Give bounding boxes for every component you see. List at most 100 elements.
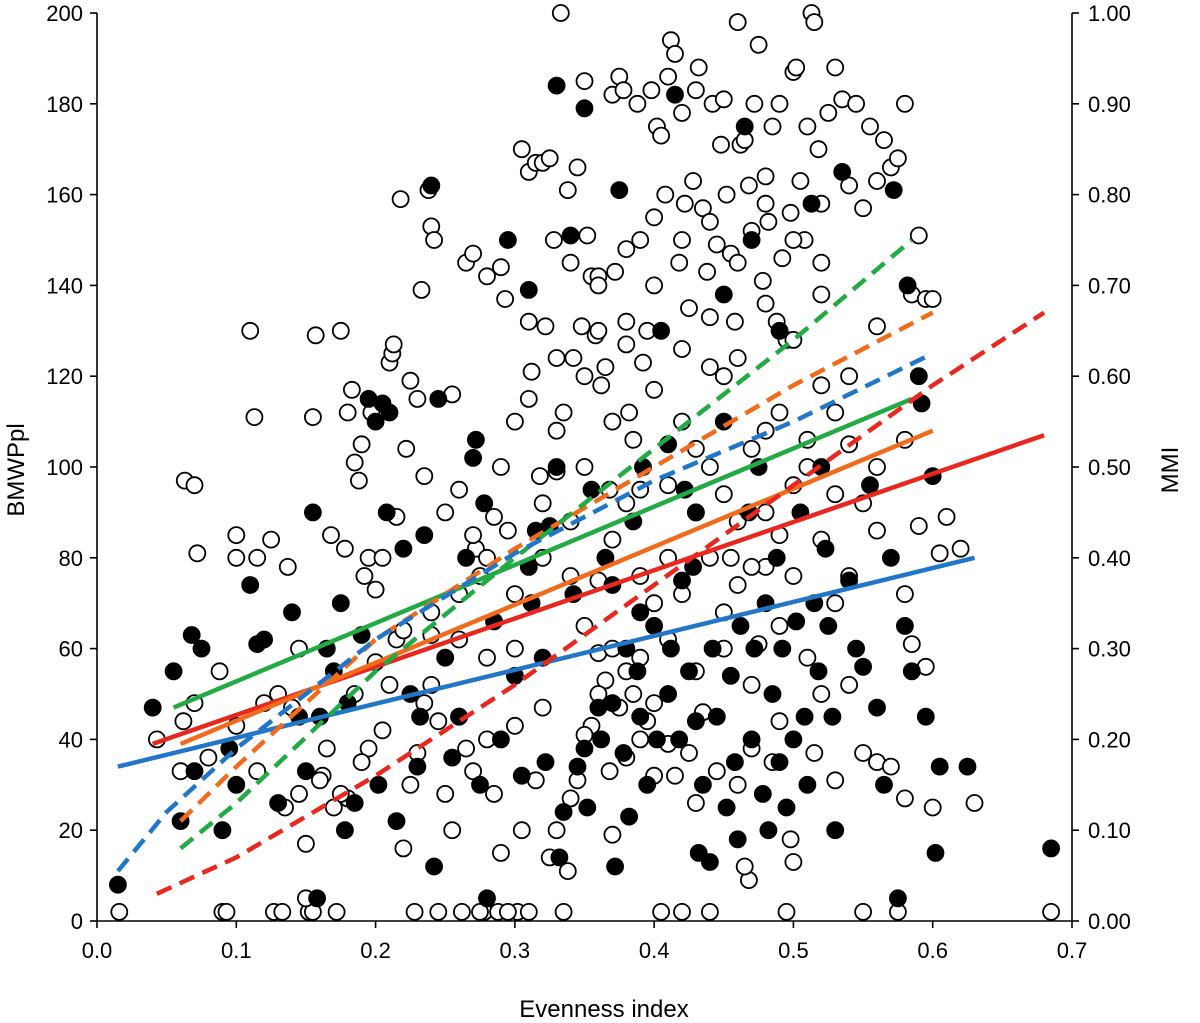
open-point [826,58,845,77]
open-point [617,312,636,331]
open-point [596,358,615,377]
open-point [547,349,566,367]
open-point [596,671,615,690]
open-point [694,199,712,218]
filled-point [652,321,670,340]
filled-point [795,707,814,726]
open-point [812,285,831,304]
open-point [572,317,591,336]
filled-point [930,757,949,776]
open-point [519,903,538,921]
open-point [819,104,838,122]
open-point [687,81,705,100]
filled-point [680,662,698,681]
open-point [606,262,624,281]
y-tick-label: 180 [46,92,83,117]
open-point [415,467,434,486]
open-point [756,194,775,213]
y2-tick-label: 0.20 [1088,727,1131,752]
open-point [745,94,764,113]
y-tick-label: 20 [59,818,83,843]
filled-point [767,548,786,567]
filled-point [143,698,162,717]
open-point [634,353,652,372]
open-point [896,585,914,603]
open-point [689,58,708,77]
filled-point [345,794,364,812]
open-point [575,458,594,476]
open-point [345,453,364,472]
filled-point [582,480,601,499]
filled-point [331,594,350,613]
open-point [536,317,555,336]
filled-point [889,889,907,908]
open-point [551,4,570,22]
open-point [342,380,361,399]
open-point [331,321,350,340]
open-point [798,648,817,667]
y-tick-label: 200 [46,1,83,26]
open-point [210,662,229,681]
open-point [642,81,661,100]
open-point [391,190,410,209]
filled-point [884,181,903,200]
x-axis-title: Evenness index [519,996,688,1023]
open-point [600,762,619,781]
open-point [756,167,775,186]
open-point [471,903,489,921]
filled-point [694,775,712,794]
filled-point [296,762,315,781]
open-point [338,403,357,422]
open-point [645,594,663,613]
filled-point [753,785,772,803]
open-point [909,226,928,245]
filled-point [731,617,750,635]
x-tick-label: 0.4 [639,938,670,963]
y2-tick-label: 0.50 [1088,455,1131,480]
filled-point [554,803,573,821]
filled-point [303,503,322,522]
open-point [545,231,563,249]
open-point [522,362,541,381]
filled-point [491,730,510,749]
open-point [726,312,744,331]
open-point [188,544,207,563]
filled-point [882,548,900,567]
y-tick-label: 60 [59,637,83,662]
open-point [578,226,597,245]
filled-point [380,403,399,422]
y2-tick-label: 0.70 [1088,273,1131,298]
open-point [512,140,531,159]
open-point [675,194,694,213]
open-point [506,585,524,603]
filled-point [369,775,388,794]
data-points [109,4,1060,921]
open-point [707,235,726,254]
open-point [712,135,730,154]
open-point [603,530,622,549]
open-point [882,757,900,776]
open-point [687,794,705,812]
filled-point [109,875,127,894]
filled-point [735,117,754,136]
open-point [278,558,297,576]
filled-point [269,794,288,812]
open-point [773,249,792,268]
open-point [352,753,371,771]
filled-point [422,176,441,195]
open-point [199,748,218,767]
open-point [781,830,800,849]
filled-point [703,639,722,658]
filled-point [408,757,427,776]
open-point [324,798,343,817]
filled-point [645,617,663,635]
open-point [728,253,747,272]
filled-point [1042,839,1060,858]
filled-point [631,603,650,622]
fit-line-solid [172,396,913,710]
y-tick-label: 0 [71,909,83,934]
open-point [452,903,471,921]
open-point [787,58,806,77]
filled-point [366,412,385,431]
filled-point [896,617,914,635]
